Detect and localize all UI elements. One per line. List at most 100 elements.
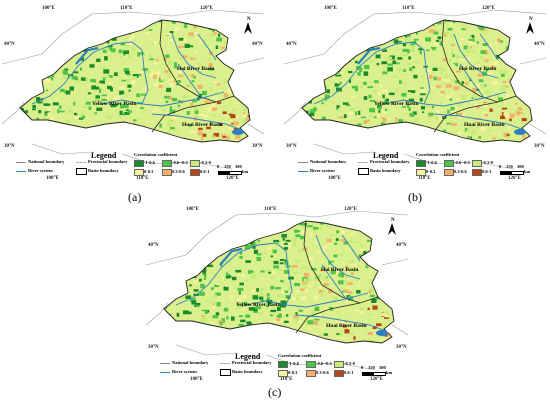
patch [437,117,442,121]
patch [95,20,98,25]
patch [35,59,39,63]
patch [229,295,234,299]
patch [282,340,285,343]
patch [121,85,125,90]
patch [133,132,137,135]
patch [324,22,327,25]
patch [174,325,179,330]
patch [244,245,250,250]
lon-label-120: 120°E [200,6,213,11]
patch [141,145,147,149]
patch [378,248,384,253]
lat-label-30-left: 30°N [286,144,297,149]
patch [42,38,49,42]
patch [367,313,372,316]
patch [240,119,247,123]
river [459,63,485,99]
patch [314,56,320,61]
patch [119,56,123,58]
patch [375,54,381,59]
patch [241,307,245,311]
patch [188,55,192,60]
patch [337,310,341,314]
patch [472,87,477,92]
patch [392,60,396,64]
patch [35,137,40,141]
patch [467,141,473,142]
patch [119,110,123,115]
patch [320,67,326,71]
patch [174,26,179,31]
patch [279,334,284,337]
patch [185,295,192,299]
patch [127,84,132,88]
patch [302,70,306,74]
patch [20,116,25,119]
patch [502,107,508,110]
patch [166,87,172,93]
patch [508,25,513,28]
river [295,314,387,332]
patch [468,38,475,42]
patch [321,139,328,142]
patch [20,91,21,95]
patch [285,295,291,299]
patch [165,268,169,271]
patch [177,28,181,30]
patch [502,81,506,83]
patch [292,265,298,268]
patch [497,77,501,82]
patch [224,105,228,110]
patch [205,299,209,303]
patch [326,139,329,142]
patch [219,321,223,326]
patch [66,90,71,95]
patch [37,127,40,131]
patch [168,270,175,272]
patch [190,130,196,134]
patch [189,45,194,48]
patch [369,279,373,282]
patch [461,28,466,31]
lat-label-40-right: 40°N [252,42,263,47]
patch [157,135,161,140]
patch [455,55,461,59]
patch [41,129,47,133]
patch [437,66,443,70]
patch [299,294,304,297]
patch [231,276,237,281]
patch [71,27,76,30]
patch [87,22,90,25]
patch [456,131,462,135]
boundary-line [235,210,408,218]
patch [65,48,72,53]
patch [245,39,249,43]
patch [269,330,274,334]
label-huai-basin: Huai River Basin [326,323,367,329]
patch [402,43,406,47]
patch [73,115,79,119]
patch [295,259,301,263]
patch [164,251,166,255]
patch [89,64,95,68]
patch [247,245,254,248]
patch [127,38,133,41]
patch [516,83,519,88]
patch [175,331,179,335]
patch [331,64,337,69]
patch [500,86,506,91]
patch [387,67,393,72]
patch [394,333,399,337]
patch [20,131,23,135]
patch [192,65,196,70]
patch [457,118,461,121]
patch [257,239,260,243]
patch [394,309,400,311]
label-yellow-basin: Yellow River Basin [92,101,137,107]
patch [128,139,134,142]
patch [58,105,62,109]
patch [172,20,176,24]
patch [178,37,184,41]
patch [38,142,44,146]
patch [312,64,318,69]
